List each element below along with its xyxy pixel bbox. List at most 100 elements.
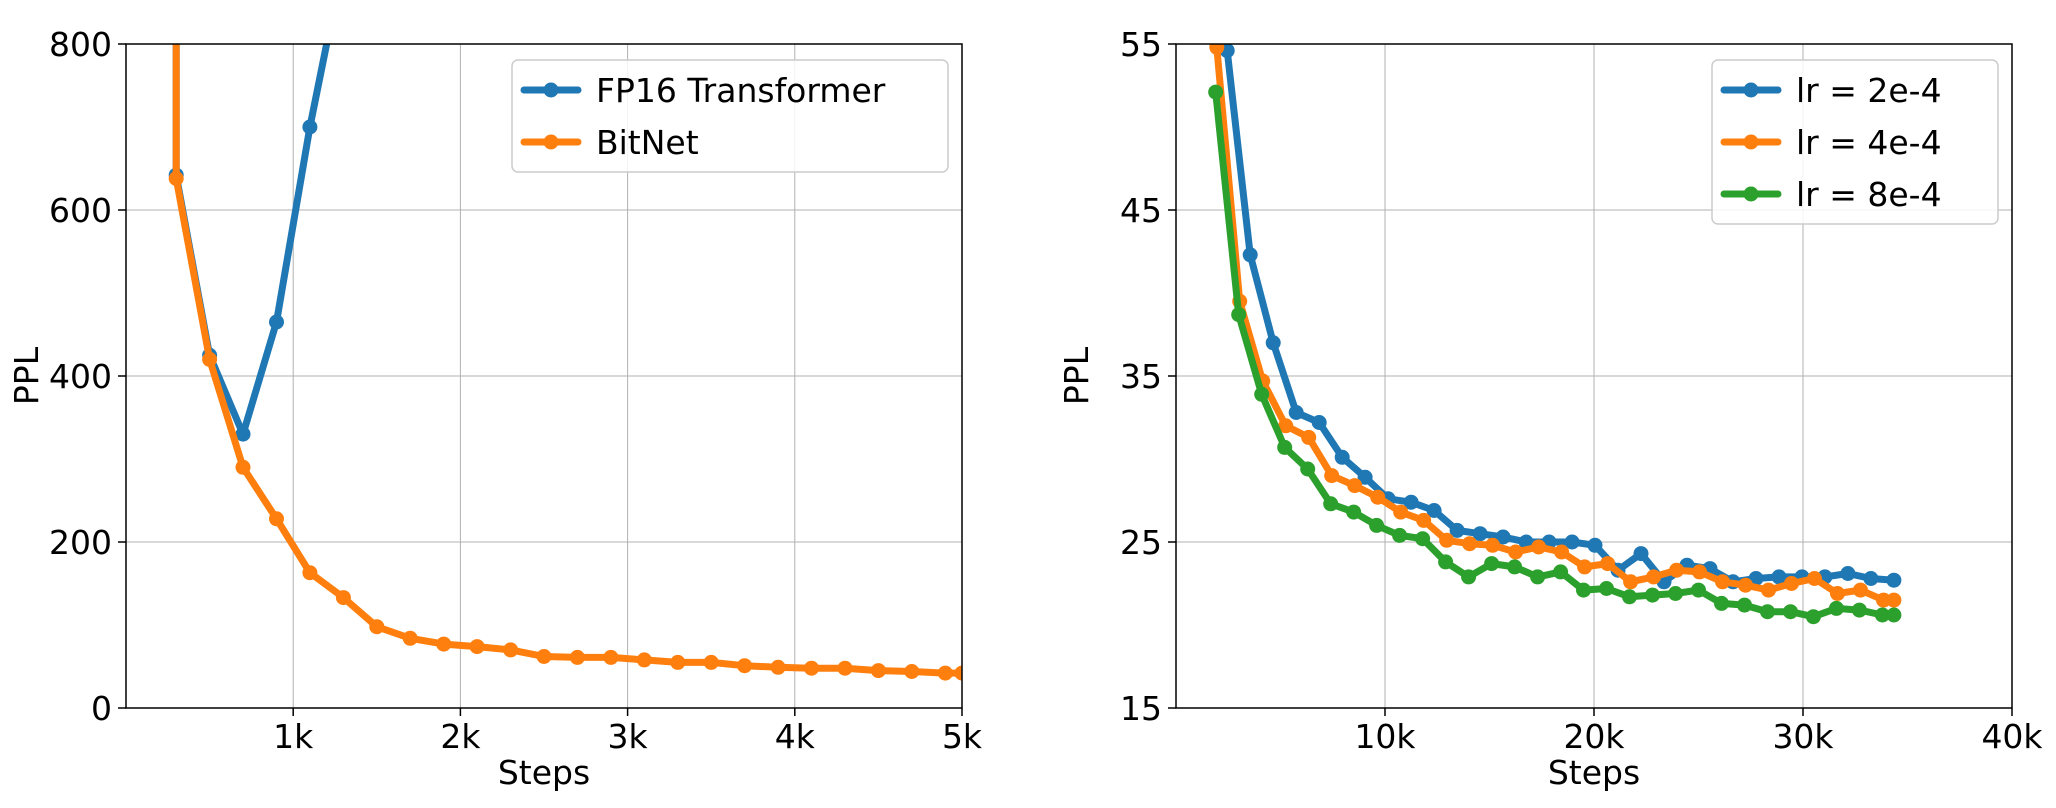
data-point	[1210, 0, 1225, 2]
data-point	[1668, 586, 1683, 601]
data-point	[1553, 564, 1569, 580]
data-point	[1807, 571, 1822, 586]
data-point	[1311, 415, 1327, 430]
data-point	[503, 642, 519, 658]
legend-label: BitNet	[596, 123, 699, 162]
x-tick-labels: 10k 20k 30k 40k	[1354, 717, 2043, 756]
data-point	[469, 639, 485, 655]
data-point	[1874, 607, 1890, 623]
data-point	[1495, 529, 1511, 545]
data-point	[737, 658, 753, 674]
data-point	[1622, 589, 1637, 605]
legend-marker	[1743, 186, 1759, 202]
data-point	[569, 649, 585, 665]
data-point	[1438, 554, 1454, 570]
data-point	[1357, 469, 1373, 485]
data-point	[1692, 564, 1707, 580]
x-axis-label: Steps	[498, 753, 590, 792]
data-point	[402, 630, 418, 646]
data-point	[1277, 439, 1293, 455]
series-lr-4e-4	[1209, 44, 1902, 608]
data-point	[1577, 559, 1593, 575]
legend-box	[511, 59, 949, 173]
data-point	[202, 351, 218, 367]
legend-entry: lr = 4e-4	[1720, 123, 1942, 162]
data-point	[1254, 386, 1270, 402]
y-axis-label: PPL	[1057, 346, 1096, 405]
tick-marks	[118, 43, 963, 716]
y-tick-label: 800	[49, 25, 112, 64]
plot-area	[1208, 0, 1902, 625]
data-point	[1347, 478, 1363, 494]
data-point	[636, 652, 652, 668]
data-point	[1760, 604, 1775, 620]
y-tick-label: 15	[1120, 689, 1162, 728]
data-point	[1369, 517, 1385, 533]
legend-entry: FP16 Transformer	[520, 71, 886, 110]
data-point	[235, 459, 251, 475]
data-point	[1415, 531, 1431, 547]
data-point	[1278, 418, 1294, 434]
data-point	[1324, 468, 1340, 484]
data-point	[1426, 503, 1442, 518]
data-point	[1507, 559, 1523, 575]
data-point	[1370, 489, 1386, 505]
legend-entry: lr = 2e-4	[1720, 71, 1942, 110]
y-axis-label: PPL	[7, 346, 46, 405]
data-point	[870, 663, 886, 679]
data-point	[1208, 84, 1224, 100]
series-lr-8e-4	[1208, 84, 1902, 625]
legend-marker	[543, 134, 559, 150]
data-point	[1863, 571, 1879, 586]
data-point	[1346, 504, 1362, 520]
data-point	[804, 660, 819, 676]
y-tick-label: 55	[1120, 25, 1162, 64]
y-tick-label: 400	[49, 357, 112, 396]
data-point	[1761, 582, 1776, 598]
legend-marker	[1743, 82, 1759, 98]
data-point	[335, 590, 351, 606]
y-tick-label: 45	[1120, 191, 1162, 230]
data-point	[1691, 582, 1706, 598]
data-point	[1508, 544, 1524, 560]
data-point	[1876, 592, 1891, 608]
legend-label: lr = 8e-4	[1796, 175, 1942, 214]
data-point	[1392, 527, 1408, 543]
legend-marker	[543, 82, 559, 98]
data-point	[1737, 597, 1752, 613]
data-point	[703, 654, 719, 670]
x-tick-label: 5k	[942, 717, 983, 756]
data-point	[1462, 536, 1478, 552]
data-point	[1209, 44, 1225, 55]
legend-entry: lr = 8e-4	[1720, 175, 1942, 214]
legend-box	[1711, 59, 1999, 225]
data-point	[1242, 247, 1258, 263]
data-point	[1485, 537, 1501, 553]
data-point	[1599, 581, 1614, 596]
data-point	[937, 665, 953, 681]
legend: lr = 2e-4 lr = 4e-4 lr = 8e-4	[1711, 59, 1999, 225]
data-point	[536, 649, 552, 664]
series-bitnet	[168, 44, 962, 681]
data-point	[369, 619, 385, 635]
data-point	[1393, 504, 1409, 520]
legend-marker	[1743, 134, 1759, 150]
legend: FP16 Transformer BitNet	[511, 59, 949, 173]
x-tick-label: 4k	[775, 717, 816, 756]
plot-area	[168, 44, 962, 681]
data-point	[603, 649, 619, 665]
data-point	[1828, 600, 1844, 616]
data-point	[1853, 582, 1868, 598]
data-point	[1576, 582, 1591, 598]
data-point	[1439, 532, 1455, 548]
y-tick-label: 0	[91, 689, 112, 728]
data-point	[1403, 494, 1419, 510]
data-point	[1805, 609, 1821, 625]
data-point	[1472, 526, 1488, 542]
y-tick-labels: 0 200 400 600 800	[49, 25, 112, 728]
data-point	[1461, 569, 1477, 585]
data-point	[1771, 569, 1787, 585]
data-point	[1886, 572, 1902, 588]
x-axis-label: Steps	[1548, 753, 1640, 792]
chart-learning-rates: 10k 20k 30k 40k 15 25 35 45 55 Steps PPL lr = 2…	[1057, 0, 2043, 792]
